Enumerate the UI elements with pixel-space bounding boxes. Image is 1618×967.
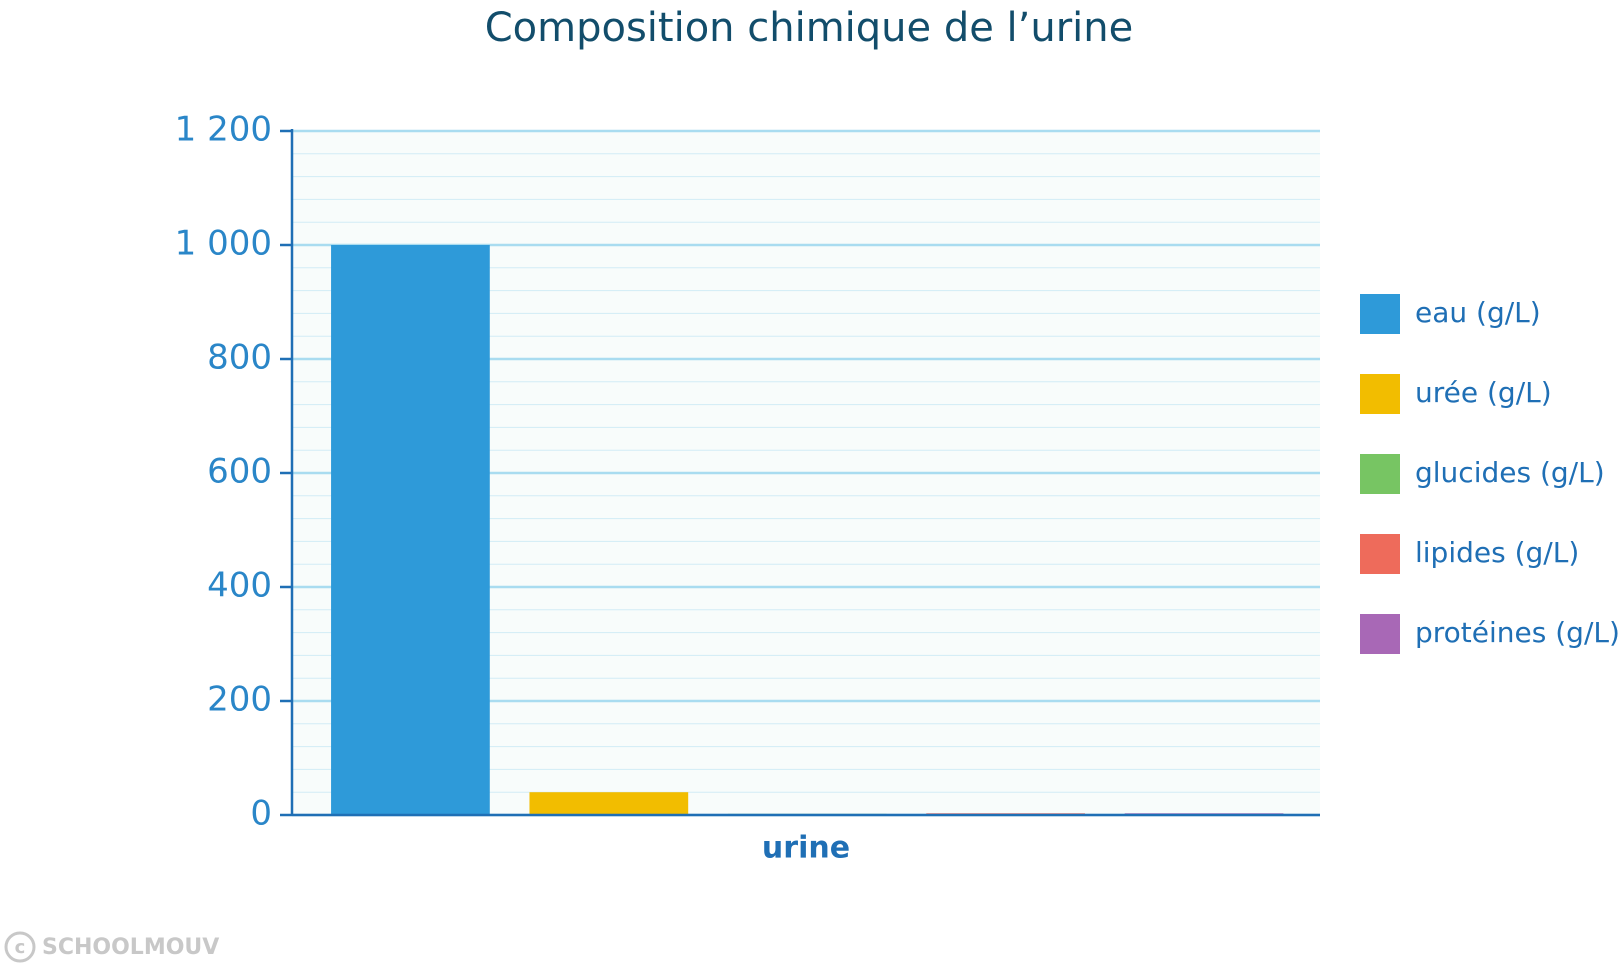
legend-swatch — [1360, 454, 1400, 494]
y-tick-label: 1 200 — [175, 110, 272, 150]
legend-label: protéines (g/L) — [1415, 616, 1618, 649]
y-tick-label: 800 — [207, 338, 272, 378]
legend-swatch — [1360, 534, 1400, 574]
legend-label: glucides (g/L) — [1415, 456, 1605, 489]
y-tick-label: 0 — [250, 794, 272, 834]
legend-label: eau (g/L) — [1415, 296, 1541, 329]
y-tick-label: 1 000 — [175, 224, 272, 264]
chart-title: Composition chimique de l’urine — [485, 5, 1134, 51]
legend-swatch — [1360, 294, 1400, 334]
legend-swatch — [1360, 374, 1400, 414]
legend-label: lipides (g/L) — [1415, 536, 1579, 569]
y-tick-label: 600 — [207, 452, 272, 492]
x-tick-label: urine — [762, 831, 850, 866]
bar — [529, 792, 689, 815]
y-tick-label: 400 — [207, 566, 272, 606]
watermark: SCHOOLMOUV — [42, 935, 219, 960]
y-tick-label: 200 — [207, 680, 272, 720]
copyright-icon — [4, 931, 36, 963]
legend-label: urée (g/L) — [1415, 376, 1552, 409]
legend-swatch — [1360, 614, 1400, 654]
bar — [331, 245, 490, 815]
copyright-c: c — [15, 937, 26, 958]
